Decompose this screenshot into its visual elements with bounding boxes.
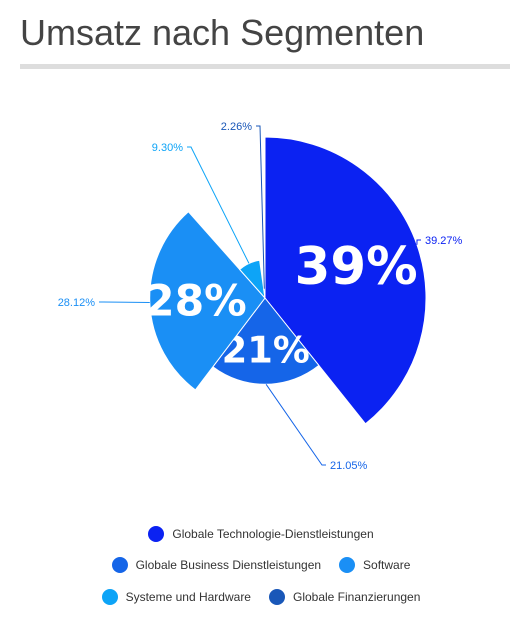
legend-item[interactable]: Systeme und Hardware [101, 589, 251, 605]
leader-line [265, 384, 326, 466]
data-label: 28.12% [58, 297, 96, 309]
data-label: 2.26% [221, 121, 252, 133]
legend-swatch [268, 589, 285, 605]
legend-label: Software [363, 558, 411, 572]
legend-item[interactable]: Globale Finanzierungen [268, 589, 421, 605]
legend-label: Globale Technologie-Dienstleistungen [172, 527, 374, 541]
data-label: 9.30% [152, 142, 183, 154]
leader-line [416, 239, 421, 245]
chart: 39.27%39%21.05%21%28.12% 28%9.30%2.26% [58, 121, 463, 472]
leader-line [187, 146, 250, 264]
chart-title: Umsatz nach Segmenten [20, 12, 425, 53]
legend-row: Globale Technologie-Dienstleistungen [0, 526, 522, 542]
slice [149, 211, 266, 391]
inner-label: 28% [145, 278, 247, 327]
legend-item[interactable]: Globale Business Dienstleistungen [111, 557, 322, 573]
slice [238, 259, 266, 300]
legend-swatch [111, 557, 128, 573]
legend-label: Systeme und Hardware [125, 590, 251, 604]
inner-label: 39% [295, 237, 418, 297]
data-label: 21.05% [330, 460, 368, 472]
legend-label: Globale Finanzierungen [292, 590, 421, 604]
legend-swatch [101, 589, 118, 605]
title-rule [20, 64, 510, 69]
legend-item[interactable]: Globale Technologie-Dienstleistungen [148, 526, 374, 542]
legend-item[interactable]: Software [339, 557, 410, 573]
legend-row: Globale Business Dienstleistungen Softwa… [0, 557, 522, 573]
legend-swatch [148, 526, 165, 542]
slice [264, 136, 427, 425]
leader-line [256, 125, 265, 289]
data-label: 39.27% [425, 235, 463, 247]
legend-label: Globale Business Dienstleistungen [135, 558, 322, 572]
legend-swatch [339, 557, 356, 573]
slice [212, 297, 320, 385]
legend-row: Systeme und Hardware Globale Finanzierun… [0, 589, 522, 605]
